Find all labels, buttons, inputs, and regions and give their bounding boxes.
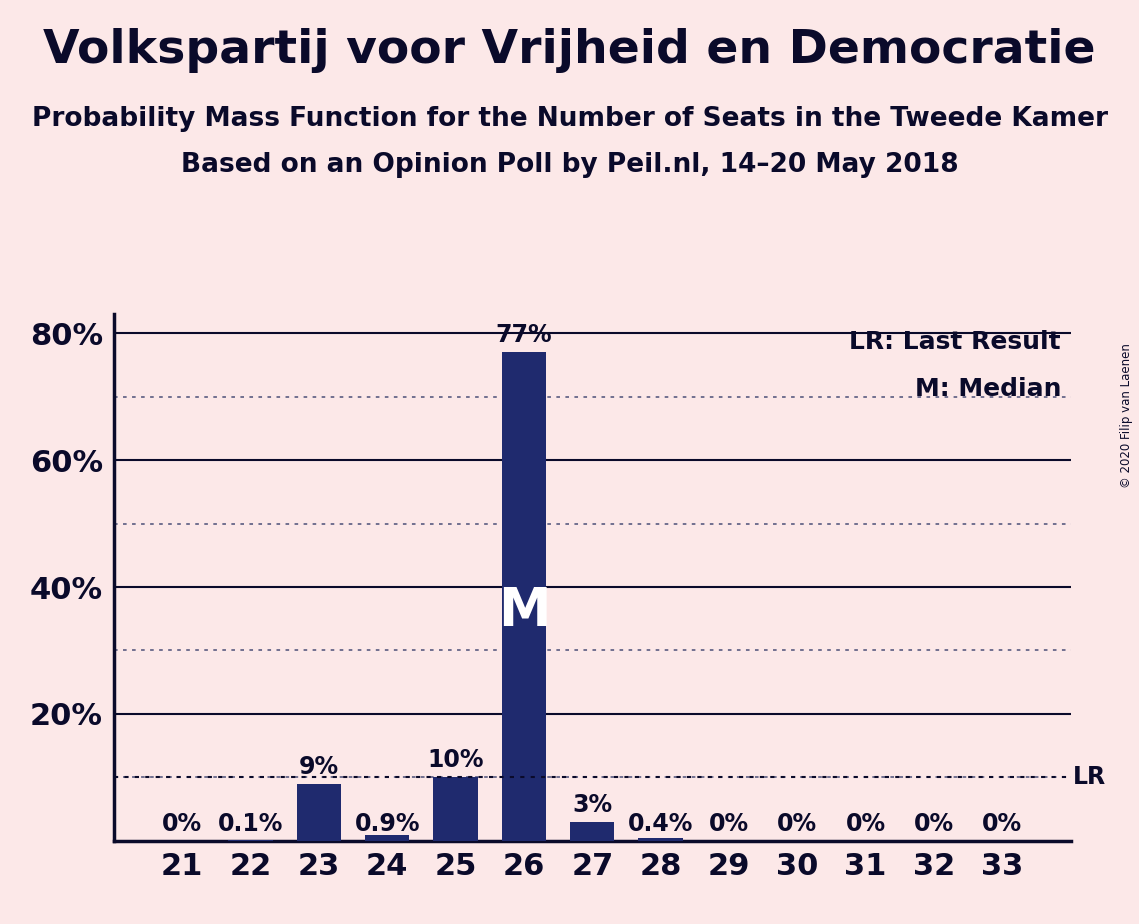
Text: 0%: 0% xyxy=(982,812,1023,836)
Text: LR: Last Result: LR: Last Result xyxy=(850,330,1062,354)
Text: 0%: 0% xyxy=(845,812,886,836)
Bar xyxy=(297,784,342,841)
Text: 0.4%: 0.4% xyxy=(628,812,694,836)
Bar xyxy=(502,352,547,841)
Text: Volkspartij voor Vrijheid en Democratie: Volkspartij voor Vrijheid en Democratie xyxy=(43,28,1096,73)
Text: 0%: 0% xyxy=(708,812,749,836)
Text: Probability Mass Function for the Number of Seats in the Tweede Kamer: Probability Mass Function for the Number… xyxy=(32,106,1107,132)
Text: 10%: 10% xyxy=(427,748,484,772)
Bar xyxy=(434,777,478,841)
Bar xyxy=(571,821,615,841)
Text: Based on an Opinion Poll by Peil.nl, 14–20 May 2018: Based on an Opinion Poll by Peil.nl, 14–… xyxy=(181,152,958,178)
Text: M: Median: M: Median xyxy=(915,377,1062,401)
Text: 0%: 0% xyxy=(913,812,954,836)
Text: 9%: 9% xyxy=(298,755,339,779)
Text: 0.9%: 0.9% xyxy=(354,812,420,836)
Text: LR: LR xyxy=(1073,765,1106,789)
Text: 3%: 3% xyxy=(572,793,613,817)
Text: 77%: 77% xyxy=(495,323,552,347)
Bar xyxy=(366,835,410,841)
Text: © 2020 Filip van Laenen: © 2020 Filip van Laenen xyxy=(1121,344,1133,488)
Bar xyxy=(639,838,683,841)
Text: M: M xyxy=(498,585,550,638)
Text: 0.1%: 0.1% xyxy=(218,812,284,836)
Text: 0%: 0% xyxy=(162,812,203,836)
Text: 0%: 0% xyxy=(777,812,818,836)
